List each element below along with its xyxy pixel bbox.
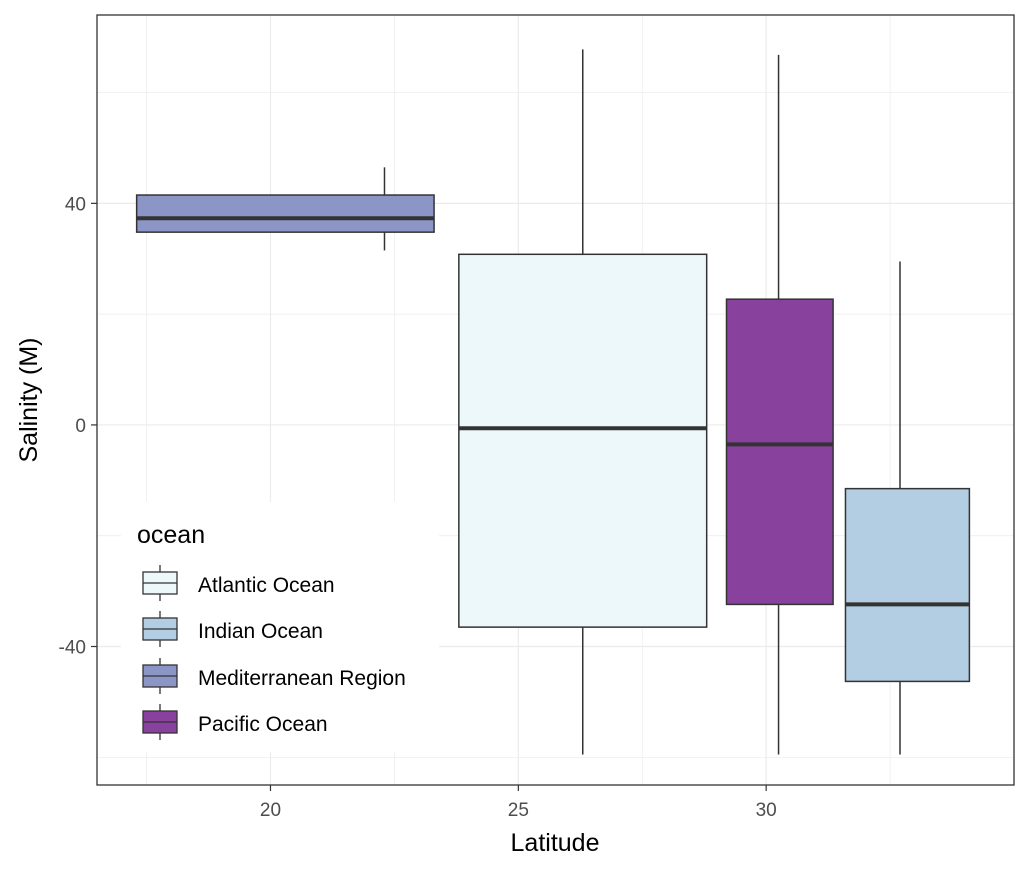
legend-label-pacific: Pacific Ocean bbox=[198, 713, 328, 736]
iqr-box bbox=[135, 194, 435, 233]
legend-key-indian-ocean bbox=[142, 611, 178, 647]
legend-label-atlantic: Atlantic Ocean bbox=[198, 574, 335, 597]
legend: ocean Atlantic Ocean Indian Ocean Medite… bbox=[137, 521, 406, 740]
x-tick-label: 30 bbox=[756, 800, 777, 821]
legend-key-pacific-ocean bbox=[142, 704, 178, 740]
x-tick-label: 20 bbox=[260, 800, 281, 821]
box-mediterranean-region bbox=[135, 167, 435, 251]
box-indian-ocean bbox=[844, 261, 971, 755]
box-atlantic-ocean bbox=[458, 49, 708, 755]
box-pacific-ocean bbox=[725, 54, 834, 755]
legend-label-indian: Indian Ocean bbox=[198, 620, 323, 643]
iqr-box bbox=[725, 298, 834, 606]
legend-label-mediterranean: Mediterranean Region bbox=[198, 667, 406, 690]
plot-border bbox=[96, 14, 1015, 786]
x-tick-label: 25 bbox=[508, 800, 529, 821]
iqr-box bbox=[458, 253, 708, 628]
y-tick-label: 40 bbox=[65, 194, 86, 215]
boxes bbox=[135, 49, 971, 755]
y-axis-title: Salinity (M) bbox=[15, 337, 43, 462]
legend-key-mediterranean-region bbox=[142, 658, 178, 694]
x-axis-title: Latitude bbox=[511, 829, 600, 857]
y-tick-label: 0 bbox=[75, 416, 86, 437]
iqr-box bbox=[844, 487, 971, 683]
x-axis-ticks: 20 25 30 bbox=[260, 785, 777, 821]
y-axis-ticks: 40 0 -40 bbox=[59, 194, 97, 659]
y-tick-label: -40 bbox=[59, 638, 86, 659]
legend-keys bbox=[142, 565, 178, 740]
legend-key-atlantic-ocean bbox=[142, 565, 178, 601]
legend-title: ocean bbox=[137, 521, 205, 549]
